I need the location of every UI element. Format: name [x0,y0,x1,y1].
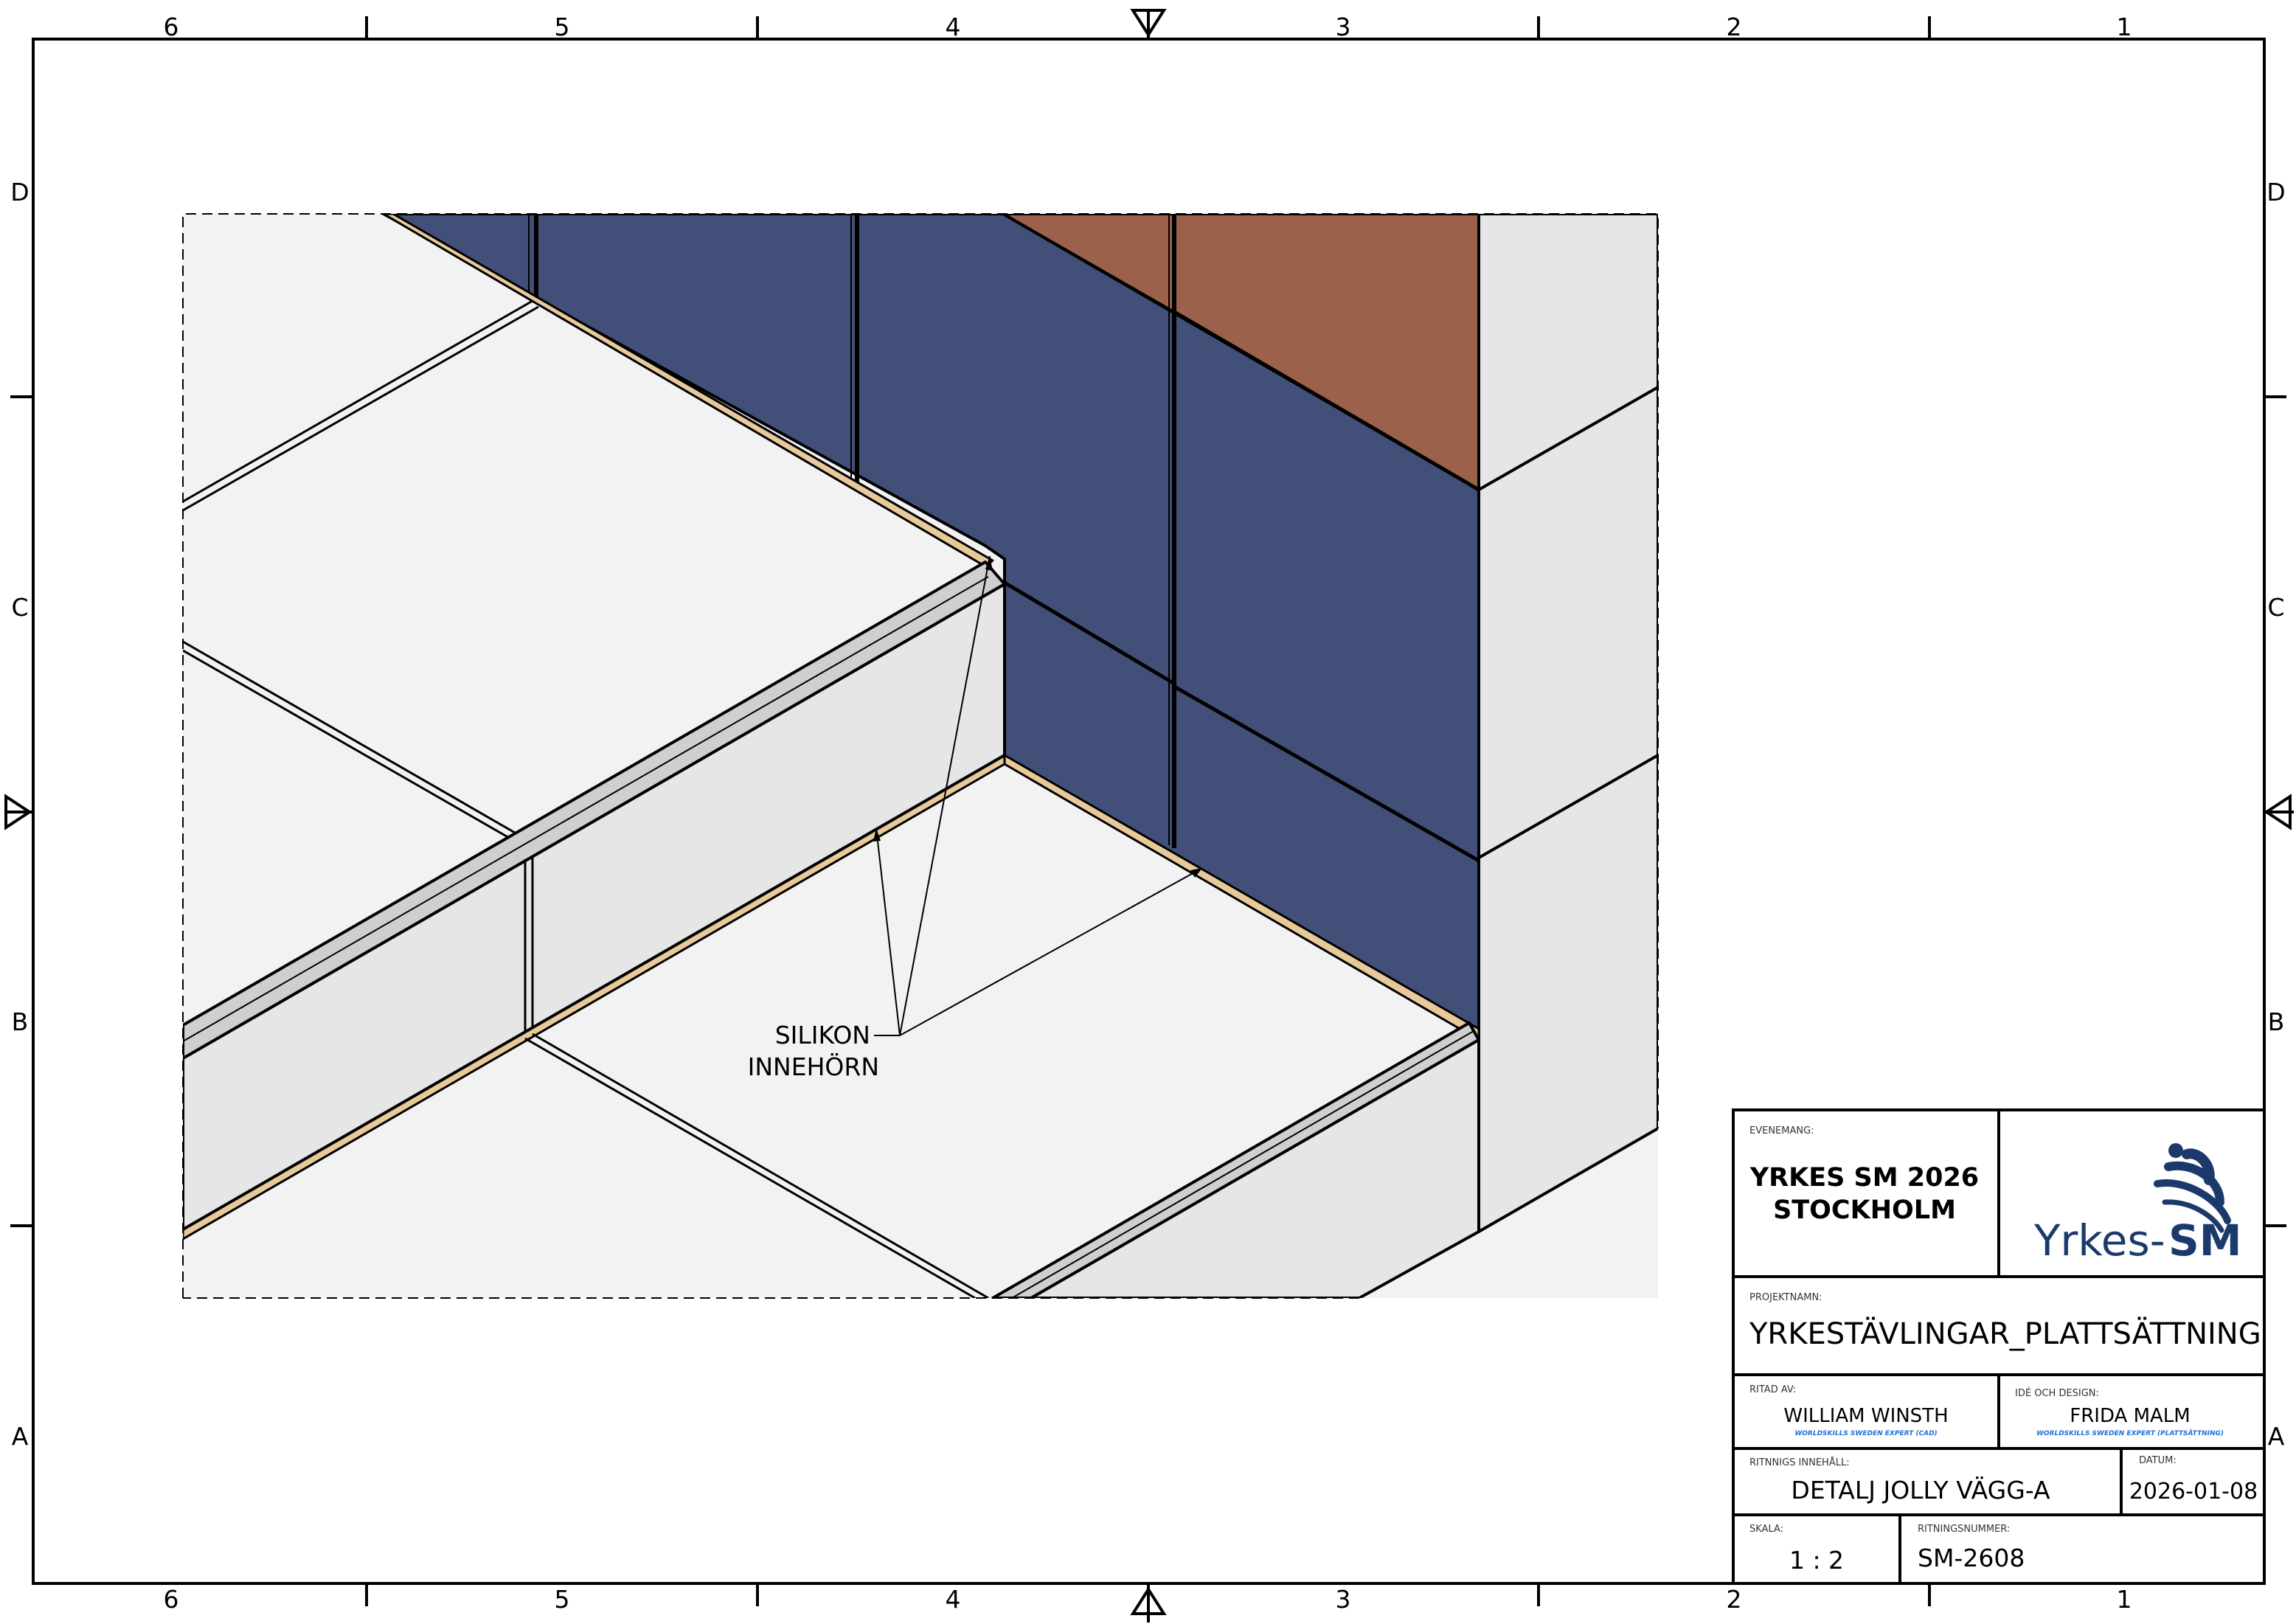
design-role: WORLDSKILLS SWEDEN EXPERT (PLATTSÄTTNING… [2036,1429,2224,1437]
column-labels-top: 6 5 4 3 2 1 [164,13,2132,41]
wall-joints [534,214,1176,848]
row-label: B [12,1007,29,1036]
drawing-content: DETALJ JOLLY VÄGG-A [1791,1476,2050,1505]
col-label: 3 [1336,13,1351,41]
wall-joints-fine [528,214,1173,845]
row-label: C [11,593,28,622]
col-label: 2 [1727,13,1742,41]
col-label: 1 [2117,1585,2132,1614]
col-label: 3 [1336,1585,1351,1614]
col-label: 6 [164,13,179,41]
drawn-by-role: WORLDSKILLS SWEDEN EXPERT (CAD) [1794,1430,1937,1437]
logo-swoosh-icon [2154,1148,2231,1233]
col-label: 1 [2117,13,2132,41]
drawing-number: SM-2608 [1918,1544,2025,1572]
event-line2: STOCKHOLM [1773,1196,1956,1225]
row-label: B [2268,1007,2285,1036]
wall-horizontal-joints [1003,310,1480,863]
scale: 1 : 2 [1789,1546,1844,1575]
silicone-joints [183,214,1480,1240]
title-block: EVENEMANG: YRKES SM 2026 STOCKHOLM Yrkes… [1732,1108,2266,1585]
yrkes-sm-logo: Yrkes- SM [2033,1143,2242,1266]
row-labels-right: D C B A [2266,178,2285,1451]
step-face-joint [524,856,534,1033]
upper-floor-grout [183,299,539,843]
design-by: FRIDA MALM [2070,1405,2190,1427]
logo-dot-icon [2168,1143,2183,1158]
col-label: 6 [164,1585,179,1614]
content-caption: RITNNIGS INNEHÅLL: [1749,1457,1850,1468]
annotation-innehorn: INNEHÖRN [748,1052,879,1081]
project-name: YRKESTÄVLINGAR_PLATTSÄTTNING [1749,1316,2261,1351]
detail-boundary [182,213,1659,1299]
col-label: 4 [946,1585,961,1614]
row-label: D [10,178,29,207]
side-wall [1477,214,1658,1233]
jolly-edge-lower-highlight [1011,1030,1474,1298]
col-label: 5 [555,1585,570,1614]
date-caption: DATUM: [2139,1455,2177,1466]
side-wall-joints [1478,386,1658,859]
col-label: 4 [946,13,961,41]
column-labels-bottom: 6 5 4 3 2 1 [164,1585,2132,1614]
step-face-lower [1030,1038,1480,1298]
leader-arrows [873,556,1202,878]
annotation-silikon: SILIKON [775,1021,870,1049]
detail-view [183,214,1658,1298]
row-label: A [2268,1422,2285,1451]
jolly-edge-highlight [183,576,989,1042]
date: 2026-01-08 [2129,1479,2258,1505]
row-label: D [2266,178,2285,207]
row-label: A [12,1422,29,1451]
annotation-leaders [874,555,1203,1036]
design-caption: IDÉ OCH DESIGN: [2015,1387,2099,1399]
number-caption: RITNINGSNUMMER: [1918,1524,2010,1535]
event-caption: EVENEMANG: [1749,1125,1814,1137]
row-label: C [2267,593,2284,622]
grid-ticks [10,16,2286,1606]
drawn-by-caption: RITAD AV: [1749,1384,1796,1395]
logo-text: Yrkes- [2033,1215,2165,1266]
logo-text-sm: SM [2168,1215,2242,1266]
scale-caption: SKALA: [1749,1524,1783,1535]
col-label: 2 [1727,1585,1742,1614]
lower-floor-grout [524,1033,989,1298]
row-labels-left: D C B A [10,178,29,1451]
center-marks [4,9,2294,1623]
drawn-by: WILLIAM WINSTH [1783,1405,1948,1427]
col-label: 5 [555,13,570,41]
event-line1: YRKES SM 2026 [1749,1163,1979,1193]
project-caption: PROJEKTNAMN: [1749,1292,1822,1303]
